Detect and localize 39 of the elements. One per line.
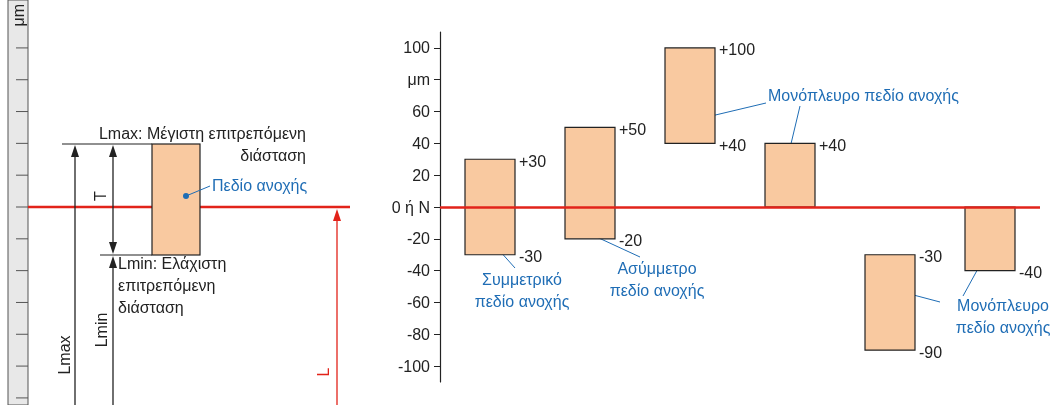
- y-tick-label: 100: [403, 39, 431, 57]
- annotation: +30: [519, 152, 547, 170]
- annotation: Μονόπλευρο πεδίο ανοχής: [955, 296, 1051, 336]
- text: Lmax: Μέγιστη επιτρεπόμενη διάσταση: [98, 124, 306, 164]
- annotation: -40: [1019, 264, 1043, 282]
- y-tick-label: 40: [412, 134, 431, 152]
- y-tick-label: -80: [406, 325, 431, 343]
- bar: [764, 142, 816, 208]
- y-tick-label: -20: [406, 230, 431, 248]
- text: Lmax: [55, 335, 73, 375]
- bar: [664, 47, 716, 144]
- annotation: -90: [919, 343, 943, 361]
- text: Πεδίο ανοχής: [212, 176, 308, 194]
- text: μm: [9, 4, 27, 27]
- y-axis-title: μm: [407, 71, 430, 89]
- bar: [564, 126, 616, 240]
- y-tick-label: 60: [412, 103, 431, 121]
- y-tick-label: -60: [406, 293, 431, 311]
- y-tick-label: -40: [406, 262, 431, 280]
- bar: [864, 254, 916, 351]
- bar: [964, 206, 1016, 272]
- text: Lmin: [92, 312, 110, 348]
- annotation: Συμμετρικό πεδίο ανοχής: [474, 270, 570, 310]
- annotation: -30: [919, 248, 943, 266]
- annotation: Μονόπλευρο πεδίο ανοχής: [768, 86, 960, 104]
- annotation: +40: [719, 136, 747, 154]
- y-tick-label: 0 ή N: [391, 198, 430, 216]
- annotation: +50: [619, 120, 647, 138]
- annotation: +40: [819, 136, 847, 154]
- text: Lmin: Ελάχιστη επιτρεπόμενη διάσταση: [118, 254, 227, 316]
- bar: [464, 158, 516, 256]
- annotation: -20: [619, 232, 643, 250]
- annotation: +100: [719, 41, 756, 59]
- y-tick-label: -100: [397, 357, 431, 375]
- annotation: -30: [519, 248, 543, 266]
- annotation: Ασύμμετρο πεδίο ανοχής: [609, 259, 705, 299]
- y-tick-label: 20: [412, 166, 431, 184]
- text: T: [91, 190, 109, 201]
- text: L: [314, 367, 332, 377]
